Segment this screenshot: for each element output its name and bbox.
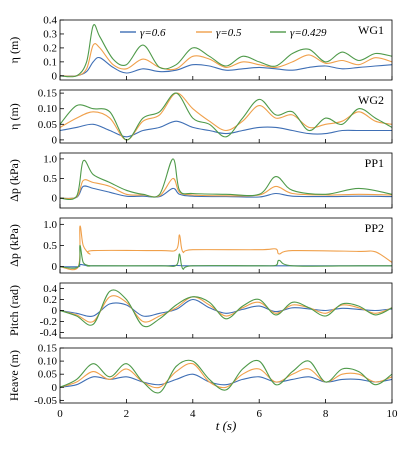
series-line-2-2 bbox=[59, 92, 393, 141]
y-tick-label: 0.4 bbox=[43, 283, 57, 295]
x-tick-label: 2 bbox=[124, 408, 130, 420]
x-tick-label: 8 bbox=[323, 408, 329, 420]
panel-frame-6 bbox=[59, 347, 393, 404]
y-tick-label: 0.4 bbox=[43, 15, 57, 27]
series-line-3-2 bbox=[59, 177, 393, 200]
y-tick-label: 0.10 bbox=[38, 356, 58, 368]
y-tick-label: 1.0 bbox=[43, 153, 57, 165]
y-axis-label: Pitch (rad) bbox=[7, 285, 21, 336]
series-line-1-3 bbox=[59, 24, 393, 78]
y-tick-label: 0 bbox=[52, 382, 58, 394]
y-tick-label: -0.05 bbox=[34, 395, 57, 407]
x-axis-label: t (s) bbox=[216, 418, 237, 433]
series-line-5-3 bbox=[59, 289, 393, 328]
y-tick-label: 0.05 bbox=[38, 119, 58, 131]
panel-frame-2 bbox=[59, 89, 393, 144]
series-line-4-2 bbox=[59, 225, 393, 271]
series-line-3-3 bbox=[59, 158, 393, 201]
y-tick-label: 0.2 bbox=[43, 42, 57, 54]
y-tick-label: 0 bbox=[52, 193, 58, 205]
panel-frame-1 bbox=[59, 19, 393, 81]
y-tick-label: 0.15 bbox=[38, 343, 58, 355]
y-tick-label: 0.10 bbox=[38, 103, 58, 115]
legend-label: γ=0.5 bbox=[216, 27, 242, 39]
y-tick-label: 0.5 bbox=[43, 240, 57, 252]
series-line-2-3 bbox=[59, 92, 393, 141]
y-tick-label: -0.2 bbox=[40, 316, 57, 328]
series-line-6-2 bbox=[59, 362, 393, 389]
x-tick-label: 6 bbox=[256, 408, 262, 420]
series-line-3-1 bbox=[59, 185, 393, 200]
y-tick-label: 0 bbox=[52, 70, 58, 82]
y-axis-label: Δp (kPa) bbox=[7, 159, 21, 202]
series-line-5-1 bbox=[59, 298, 393, 317]
panel-label: WG2 bbox=[358, 93, 384, 107]
y-axis-label: η (m) bbox=[7, 103, 21, 130]
x-tick-label: 10 bbox=[387, 408, 399, 420]
panel-label: WG1 bbox=[358, 23, 384, 37]
y-tick-label: 0.1 bbox=[43, 56, 57, 68]
y-axis-label: η (m) bbox=[7, 37, 21, 64]
y-tick-label: 0 bbox=[52, 261, 58, 273]
panel-frame-4 bbox=[59, 217, 393, 274]
series-line-1-2 bbox=[59, 43, 393, 77]
x-tick-label: 0 bbox=[57, 408, 63, 420]
y-tick-label: 0.2 bbox=[43, 294, 57, 306]
y-tick-label: 0.05 bbox=[38, 369, 58, 381]
y-axis-label: Δp (kPa) bbox=[7, 224, 21, 267]
y-tick-label: 0 bbox=[52, 305, 58, 317]
y-tick-label: 1.0 bbox=[43, 219, 57, 231]
series-line-6-1 bbox=[59, 373, 393, 388]
series-line-5-2 bbox=[59, 295, 393, 323]
series-line-1-1 bbox=[59, 56, 393, 77]
y-tick-label: -0.4 bbox=[40, 327, 58, 339]
series-line-4-1 bbox=[59, 263, 392, 268]
y-axis-label: Heave (m) bbox=[7, 350, 21, 401]
y-tick-label: 0.5 bbox=[43, 173, 57, 185]
legend-label: γ=0.6 bbox=[140, 27, 166, 39]
y-tick-label: 0 bbox=[52, 134, 58, 146]
y-tick-label: 0.3 bbox=[43, 28, 57, 40]
x-tick-label: 4 bbox=[190, 408, 196, 420]
panel-frame-3 bbox=[59, 152, 393, 209]
legend-label: γ=0.429 bbox=[290, 27, 327, 39]
series-line-2-1 bbox=[59, 120, 392, 138]
y-tick-label: 0.15 bbox=[38, 88, 58, 100]
panel-label: PP2 bbox=[365, 221, 384, 235]
series-line-4-3 bbox=[59, 244, 392, 270]
panel-label: PP1 bbox=[365, 156, 384, 170]
series-line-6-3 bbox=[59, 359, 393, 394]
